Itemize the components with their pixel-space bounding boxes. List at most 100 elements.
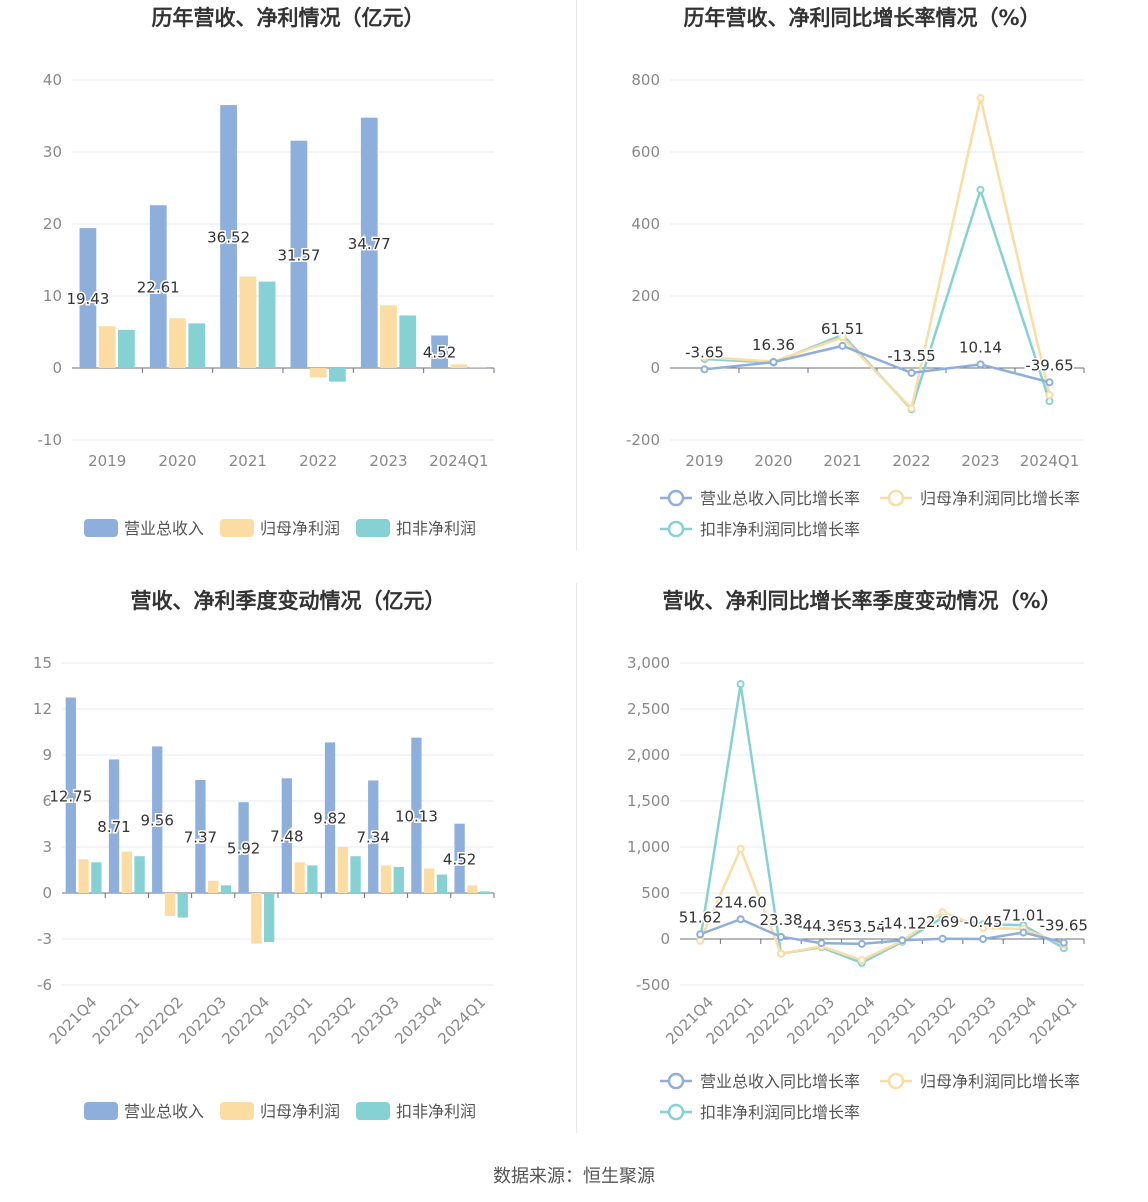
bar-营业总收入 [360, 117, 378, 368]
data-label: 7.48 [270, 828, 303, 846]
annual-line-panel: 历年营收、净利同比增长率情况（%） -200 0 200 400 600 800 2019 2… [576, 0, 1148, 560]
y-tick-label: 600 [631, 143, 660, 161]
legend-marker [667, 489, 685, 507]
data-label: 7.37 [184, 828, 217, 846]
data-label: -44.36 [797, 917, 845, 935]
legend-label: 归母净利润同比增长率 [920, 1072, 1080, 1091]
bar-扣非净利润 [188, 323, 206, 368]
y-tick-label: 800 [631, 71, 660, 89]
y-tick-label: 3,000 [627, 654, 670, 672]
line-营业总收入同比增长率 [704, 344, 1050, 384]
data-label: 10.13 [395, 807, 438, 825]
bar-营业总收入 [220, 105, 237, 368]
y-tick-label: 400 [631, 215, 660, 233]
data-label: 16.36 [752, 336, 795, 354]
point-归母净利润同比增长率 [777, 949, 785, 958]
x-tick-label: 2019 [88, 452, 126, 470]
legend-marker [887, 489, 905, 507]
bar-营业总收入 [152, 746, 163, 893]
bar-归母净利润 [380, 865, 392, 893]
y-tick-label: 0 [650, 359, 660, 377]
data-label: 71.01 [1002, 906, 1045, 924]
point-营业总收入同比增长率 [1059, 938, 1068, 947]
point-归母净利润同比增长率 [976, 94, 985, 102]
data-label: 4.52 [423, 344, 456, 362]
data-source: 数据来源：恒生聚源 [493, 1166, 655, 1187]
point-营业总收入同比增长率 [700, 365, 709, 374]
y-tick-label: -6 [37, 976, 52, 994]
bar-归母净利润 [121, 851, 132, 893]
line-归母净利润同比增长率 [699, 845, 1065, 962]
bar-归母净利润 [467, 885, 478, 893]
annual-bar-chart: -10 0 10 20 30 40 2019 2020 2021 2022 2023 2024Q1 19… [38, 71, 495, 538]
bar-营业总收入 [238, 802, 249, 893]
data-label: 51.62 [679, 908, 722, 926]
point-归母净利润同比增长率 [1045, 391, 1054, 399]
point-营业总收入同比增长率 [1045, 378, 1054, 387]
bar-扣非净利润 [436, 874, 448, 893]
x-tick-label: 2022 [892, 452, 930, 470]
y-tick-label: 40 [43, 71, 62, 89]
bar-扣非净利润 [134, 856, 145, 893]
point-营业总收入同比增长率 [976, 360, 985, 369]
y-tick-label: 9 [42, 746, 52, 764]
data-label: 10.14 [959, 338, 1002, 356]
bar-营业总收入 [324, 742, 336, 893]
y-tick-label: 1,000 [627, 838, 670, 856]
vertical-divider-bottom [576, 583, 577, 1133]
x-tick-label: 2020 [158, 452, 196, 470]
y-tick-label: 200 [631, 287, 660, 305]
data-label: 19.43 [66, 290, 109, 308]
data-label: -0.45 [964, 913, 1003, 931]
y-tick-label: 12 [33, 700, 52, 718]
data-label: 7.34 [357, 829, 390, 847]
bar-营业总收入 [79, 228, 97, 368]
point-营业总收入同比增长率 [769, 358, 778, 367]
bar-扣非净利润 [399, 315, 417, 368]
legend-marker [887, 1072, 905, 1090]
bar-扣非净利润 [220, 885, 232, 893]
bar-归母净利润 [239, 276, 257, 368]
y-tick-label: 2,000 [627, 746, 670, 764]
quarterly-growth-line-chart: -50005001,0001,5002,0002,5003,0002021Q42… [627, 654, 1089, 1122]
data-label: -3.65 [685, 343, 724, 361]
vertical-divider-top [576, 0, 577, 550]
legend-label: 归母净利润 [260, 519, 340, 538]
bar-归母净利润 [251, 893, 262, 944]
point-归母净利润同比增长率 [907, 404, 916, 413]
bar-归母净利润 [337, 847, 348, 893]
bar-归母净利润 [78, 859, 89, 893]
x-tick-label: 2019 [685, 452, 723, 470]
point-营业总收入同比增长率 [857, 939, 866, 948]
point-营业总收入同比增长率 [838, 341, 847, 350]
point-归母净利润同比增长率 [838, 333, 847, 342]
x-tick-label: 2024Q1 [434, 993, 489, 1048]
data-label: 2.69 [926, 913, 959, 931]
legend-swatch [84, 1102, 118, 1120]
bar-营业总收入 [108, 759, 120, 893]
x-tick-label: 2023 [369, 452, 407, 470]
bar-归母净利润 [424, 868, 435, 893]
y-tick-label: 10 [43, 287, 62, 305]
line-扣非净利润同比增长率 [698, 683, 1065, 965]
bar-营业总收入 [281, 778, 292, 893]
data-label: -13.55 [887, 347, 935, 365]
x-tick-label: 2020 [754, 452, 792, 470]
y-tick-label: 500 [641, 884, 670, 902]
legend-label: 营业总收入同比增长率 [700, 1072, 860, 1091]
bar-扣非净利润 [91, 862, 102, 893]
y-tick-label: 20 [43, 215, 62, 233]
legend-marker [667, 1103, 685, 1121]
data-label: 9.56 [141, 812, 174, 830]
quarterly-line-panel: 营收、净利同比增长率季度变动情况（%） -500 0 500 1,000 1,500 2,… [576, 583, 1148, 1143]
bar-营业总收入 [290, 140, 308, 368]
y-tick-label: -10 [38, 431, 63, 449]
legend-swatch [220, 1102, 254, 1120]
legend-label: 扣非净利润同比增长率 [700, 520, 860, 539]
bar-扣非净利润 [469, 367, 487, 368]
bar-营业总收入 [368, 780, 379, 893]
bar-扣非净利润 [329, 368, 346, 382]
point-营业总收入同比增长率 [907, 368, 916, 377]
y-tick-label: 6 [42, 792, 52, 810]
point-归母净利润同比增长率 [736, 844, 745, 853]
